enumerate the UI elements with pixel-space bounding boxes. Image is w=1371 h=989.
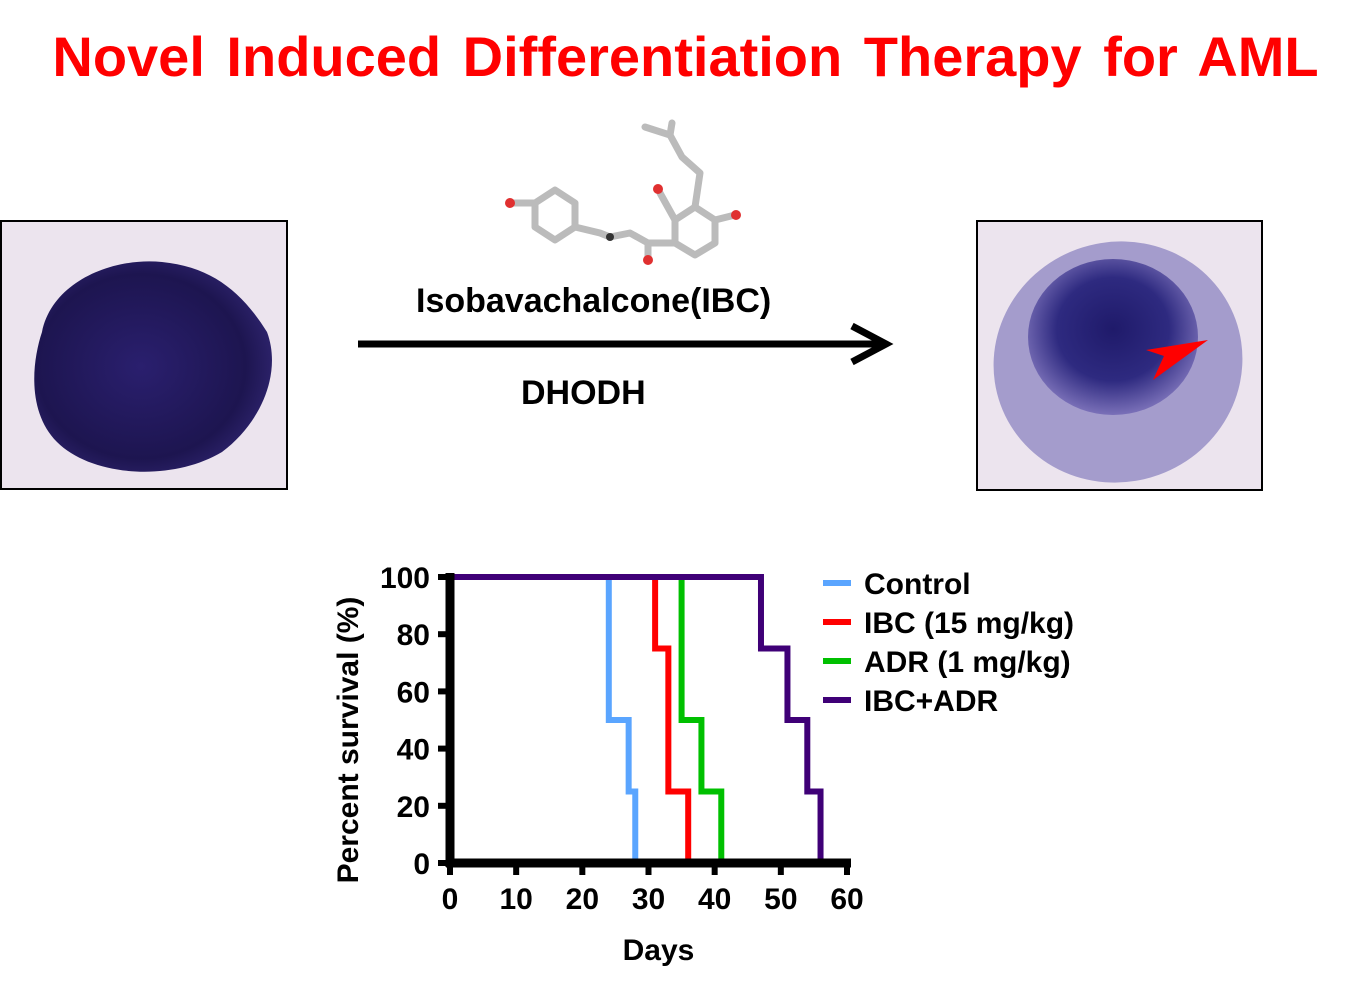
series-line-1 <box>450 574 692 863</box>
series-line-2 <box>450 574 725 863</box>
series-line-0 <box>450 574 639 863</box>
y-tick-label: 80 <box>397 619 430 652</box>
ibc-molecule-structure <box>505 119 741 265</box>
differentiated-cell-image <box>976 220 1263 491</box>
x-axis-label: Days <box>623 934 695 967</box>
y-tick-label: 100 <box>380 562 430 595</box>
aml-cell-image <box>0 220 288 490</box>
x-tick-label: 0 <box>442 883 459 916</box>
y-tick-label: 0 <box>413 848 430 881</box>
right-arrow-icon <box>358 322 894 366</box>
x-tick-label: 10 <box>499 883 532 916</box>
legend-label-2: ADR (1 mg/kg) <box>864 646 1071 679</box>
x-tick-label: 30 <box>632 883 665 916</box>
y-tick-label: 40 <box>397 734 430 767</box>
target-label: DHODH <box>521 374 646 412</box>
legend-label-1: IBC (15 mg/kg) <box>864 607 1074 640</box>
x-tick-label: 20 <box>566 883 599 916</box>
page-title: Novel Induced Differentiation Therapy fo… <box>52 25 1319 88</box>
legend-label-0: Control <box>864 568 971 601</box>
y-tick-label: 20 <box>397 791 430 824</box>
x-tick-label: 50 <box>764 883 797 916</box>
survival-chart: Control IBC (15 mg/kg) ADR (1 mg/kg) IBC+AD… <box>332 562 1074 967</box>
y-axis-label: Percent survival (%) <box>332 597 365 884</box>
y-tick-label: 60 <box>397 676 430 709</box>
x-tick-label: 40 <box>698 883 731 916</box>
series-line-3 <box>450 574 824 863</box>
x-tick-label: 60 <box>830 883 863 916</box>
red-arrow-icon <box>1146 340 1208 380</box>
legend-label-3: IBC+ADR <box>864 685 999 718</box>
compound-label: Isobavachalcone(IBC) <box>416 282 772 320</box>
